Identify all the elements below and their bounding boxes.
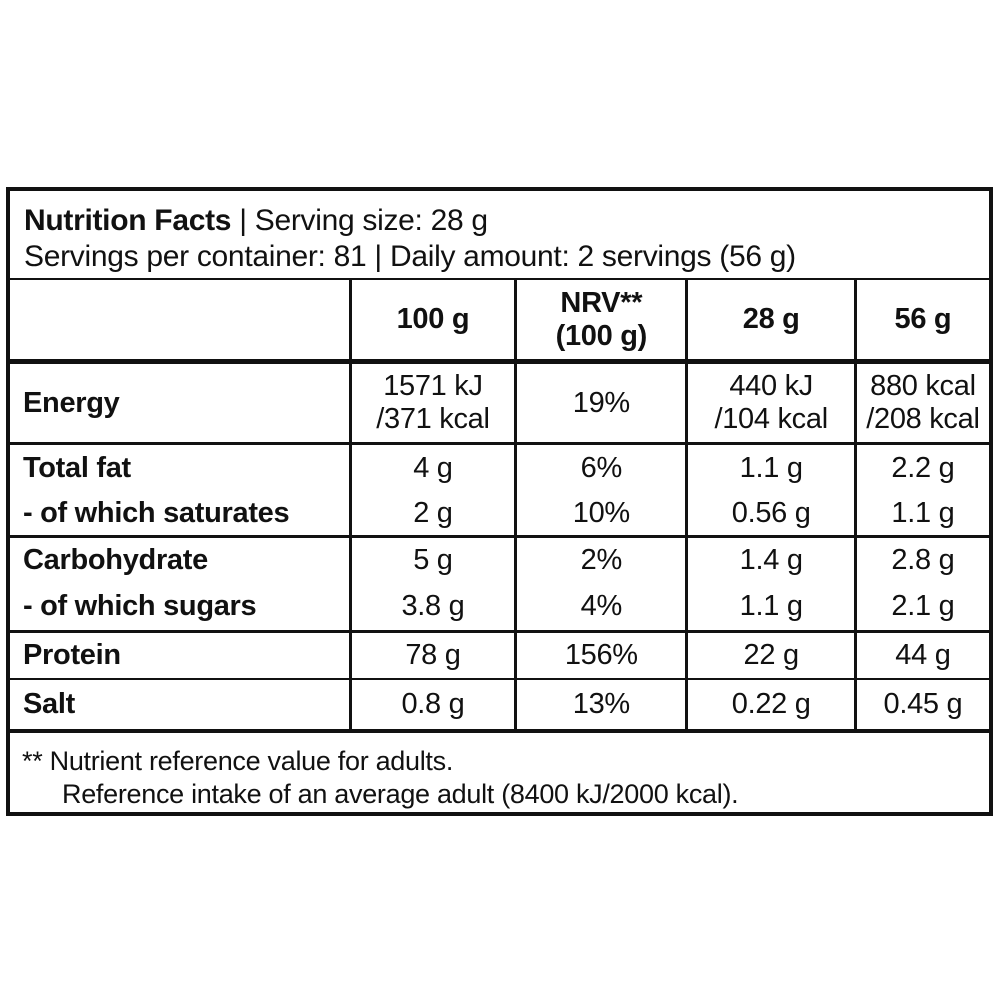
value-cell-28g: 1.4 g xyxy=(685,538,853,583)
energy-28g-kj: 440 kJ xyxy=(729,370,813,402)
value-cell-100g: 1571 kJ /371 kcal xyxy=(348,364,514,442)
nutrient-label: Salt xyxy=(23,688,75,720)
nutrition-facts-table: Nutrition Facts | Serving size: 28 g Ser… xyxy=(6,187,993,816)
label-header: Nutrition Facts | Serving size: 28 g Ser… xyxy=(10,191,989,280)
column-header-28g: 28 g xyxy=(685,280,853,359)
value-cell-28g: 1.1 g xyxy=(685,583,853,630)
value-cell-56g: 2.1 g xyxy=(853,583,989,630)
value-cell-56g: 1.1 g xyxy=(853,491,989,535)
energy-100g-kcal: /371 kcal xyxy=(376,403,490,435)
value-cell-100g: 2 g xyxy=(348,491,514,535)
serving-size-text: | Serving size: 28 g xyxy=(239,204,488,237)
label-title: Nutrition Facts xyxy=(24,204,232,237)
column-header-56g: 56 g xyxy=(853,280,989,359)
value-cell-56g: 44 g xyxy=(853,633,989,678)
nutrient-row-saturates: - of which saturates 2 g 10% 0.56 g 1.1 … xyxy=(10,491,989,538)
value-cell-nrv: 13% xyxy=(514,680,685,729)
energy-56g-kcal1: 880 kcal xyxy=(870,370,976,402)
nutrient-row-total-fat: Total fat 4 g 6% 1.1 g 2.2 g xyxy=(10,445,989,491)
value-cell-nrv: 4% xyxy=(514,583,685,630)
value-cell-100g: 3.8 g xyxy=(348,583,514,630)
value-cell-28g: 0.22 g xyxy=(685,680,853,729)
column-header-empty xyxy=(10,280,349,359)
nutrient-row-carbohydrate: Carbohydrate 5 g 2% 1.4 g 2.8 g xyxy=(10,538,989,583)
value-cell-100g: 5 g xyxy=(348,538,514,583)
nutrient-label: Energy xyxy=(23,386,120,419)
value-cell-28g: 1.1 g xyxy=(685,445,853,491)
value-cell-100g: 0.8 g xyxy=(348,680,514,729)
footnote-section: ** Nutrient reference value for adults. … xyxy=(10,733,989,812)
nutrient-label: - of which sugars xyxy=(23,590,257,622)
column-header-nrv: NRV** (100 g) xyxy=(514,280,685,359)
column-header-100g: 100 g xyxy=(348,280,514,359)
value-cell-nrv: 6% xyxy=(514,445,685,491)
column-header-nrv-line1: NRV** xyxy=(560,286,643,319)
nutrient-row-energy: Energy 1571 kJ /371 kcal 19% 440 kJ /104… xyxy=(10,364,989,445)
nutrient-label: Total fat xyxy=(23,451,131,484)
value-cell-28g: 22 g xyxy=(685,633,853,678)
nutrient-row-protein: Protein 78 g 156% 22 g 44 g xyxy=(10,633,989,680)
value-cell-nrv: 2% xyxy=(514,538,685,583)
header-line-1: Nutrition Facts | Serving size: 28 g xyxy=(24,203,975,239)
footnote-line-2: Reference intake of an average adult (84… xyxy=(62,779,739,809)
value-cell-100g: 78 g xyxy=(348,633,514,678)
column-header-nrv-line2: (100 g) xyxy=(555,319,648,352)
nutrient-row-sugars: - of which sugars 3.8 g 4% 1.1 g 2.1 g xyxy=(10,583,989,633)
value-cell-100g: 4 g xyxy=(348,445,514,491)
value-cell-56g: 0.45 g xyxy=(853,680,989,729)
value-cell-56g: 880 kcal /208 kcal xyxy=(853,364,989,442)
header-line-2: Servings per container: 81 | Daily amoun… xyxy=(24,240,796,273)
energy-28g-kcal: /104 kcal xyxy=(714,403,828,435)
value-cell-nrv: 19% xyxy=(514,364,685,442)
value-cell-56g: 2.2 g xyxy=(853,445,989,491)
value-cell-nrv: 156% xyxy=(514,633,685,678)
energy-100g-kj: 1571 kJ xyxy=(383,370,483,402)
nutrient-label: Protein xyxy=(23,639,121,671)
nutrient-row-salt: Salt 0.8 g 13% 0.22 g 0.45 g xyxy=(10,680,989,733)
footnote-line-1: ** Nutrient reference value for adults. xyxy=(22,746,454,776)
value-cell-28g: 440 kJ /104 kcal xyxy=(685,364,853,442)
nutrient-label: - of which saturates xyxy=(23,496,290,529)
column-header-row: 100 g NRV** (100 g) 28 g 56 g xyxy=(10,280,989,364)
nutrient-label: Carbohydrate xyxy=(23,544,208,576)
energy-56g-kcal2: /208 kcal xyxy=(866,403,980,435)
value-cell-56g: 2.8 g xyxy=(853,538,989,583)
value-cell-28g: 0.56 g xyxy=(685,491,853,535)
value-cell-nrv: 10% xyxy=(514,491,685,535)
